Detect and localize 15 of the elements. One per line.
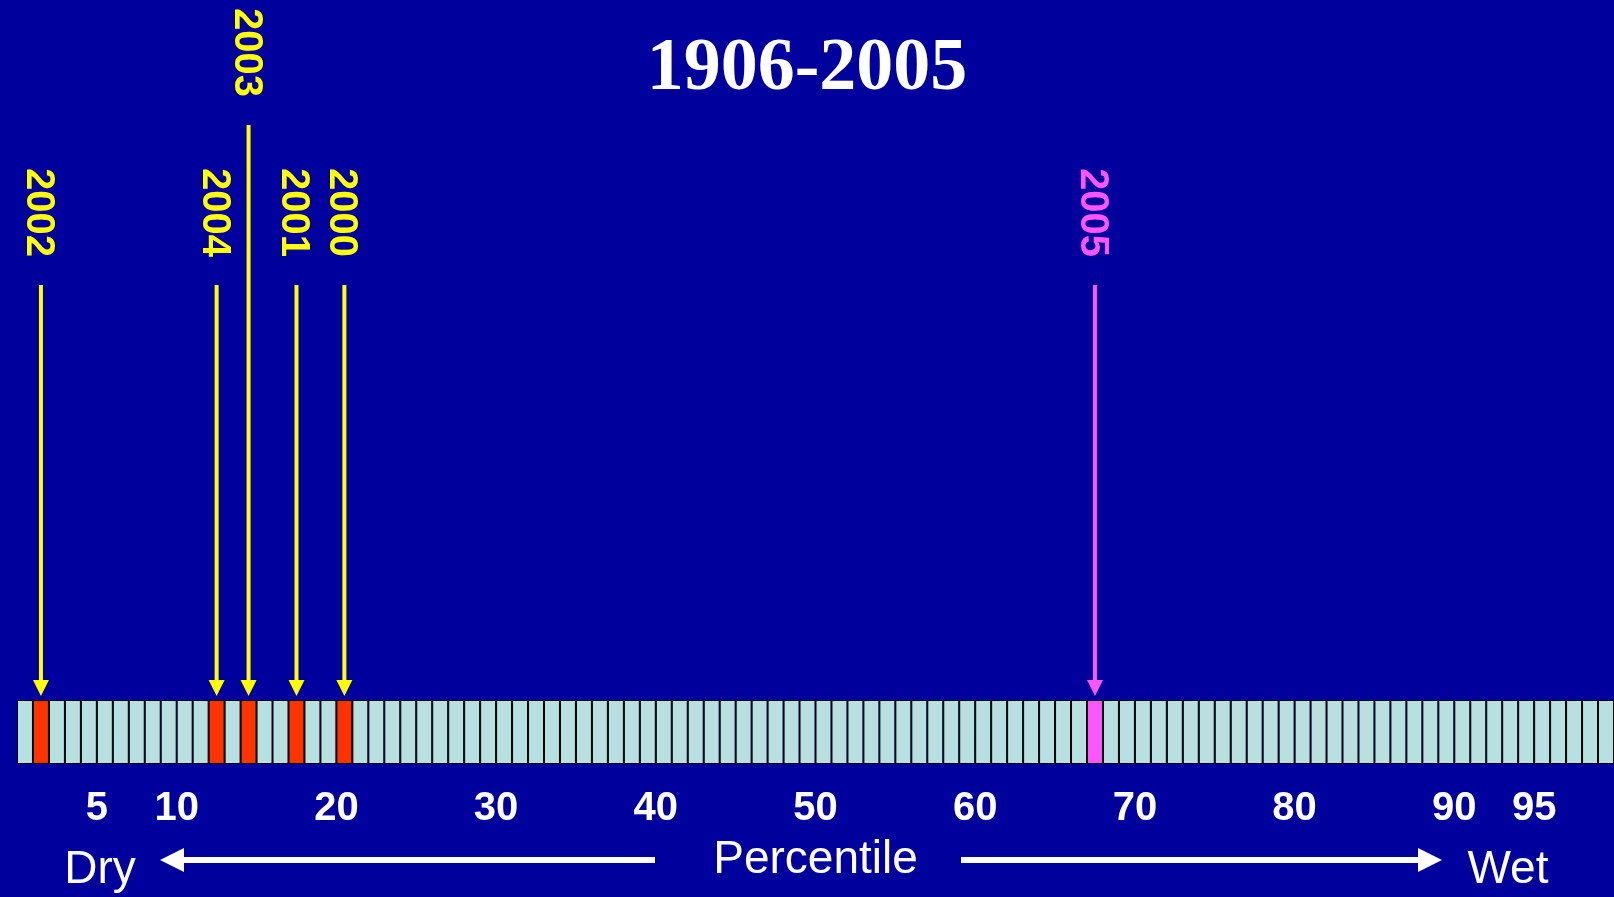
x-tick-label: 90 — [1432, 784, 1477, 828]
x-tick-label: 80 — [1272, 784, 1317, 828]
x-tick-label: 30 — [473, 784, 519, 828]
x-tick-label: 60 — [952, 784, 998, 828]
x-tick-label: 50 — [793, 784, 838, 828]
x-tick-label: 70 — [1112, 784, 1158, 828]
text: Wet — [1467, 841, 1549, 893]
x-tick-label: 20 — [314, 784, 359, 828]
x-tick-label: 40 — [633, 784, 679, 828]
x-tick-label: 5 — [85, 784, 108, 828]
x-tick-label: 95 — [1511, 784, 1557, 828]
chart-title: 1906-2005 — [646, 23, 968, 105]
text: Dry — [64, 841, 136, 893]
x-axis-title: Percentile — [713, 831, 918, 883]
x-tick-label: 10 — [154, 784, 199, 828]
